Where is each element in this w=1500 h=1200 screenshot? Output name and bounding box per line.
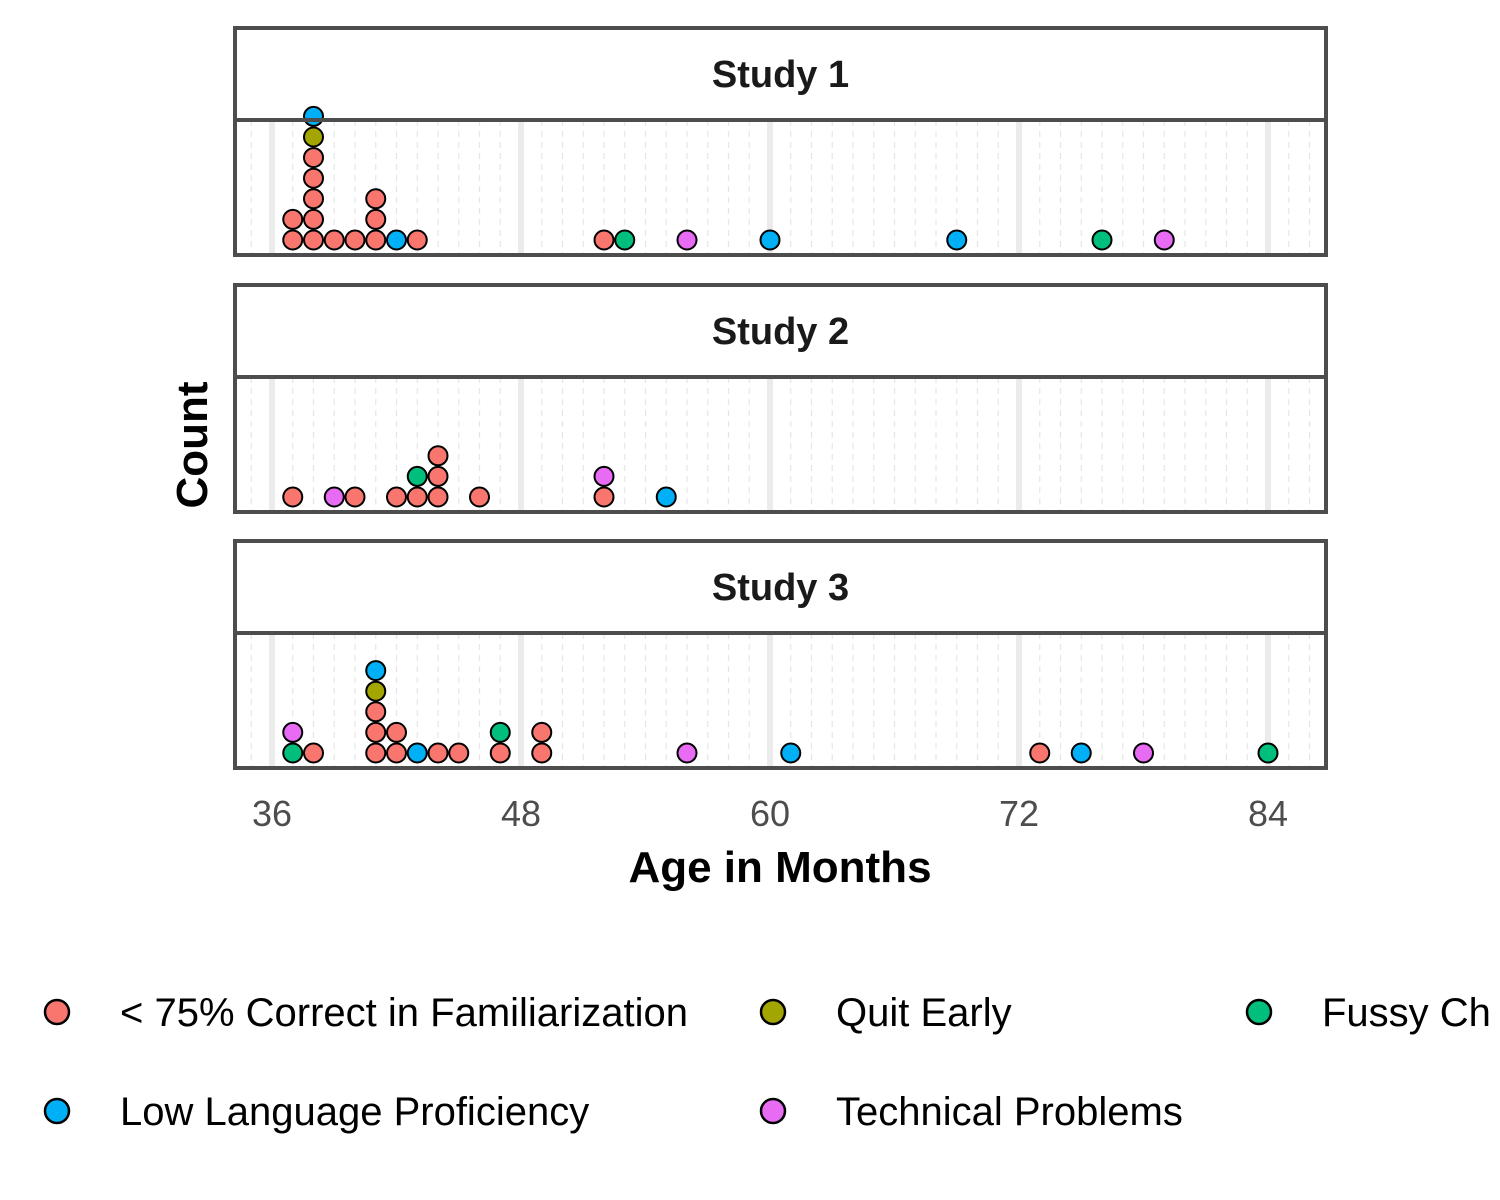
dot-point	[303, 188, 324, 210]
legend-key	[43, 998, 71, 1026]
dot-point	[303, 167, 324, 189]
dot-point	[1070, 742, 1092, 764]
x-axis: 36 48 60 72 84	[252, 793, 1288, 834]
legend-label: Low Language Proficiency	[120, 1090, 589, 1134]
dot-point	[344, 486, 366, 508]
facet-panel: Study 2	[233, 283, 1328, 514]
facet-strip-label: Study 2	[712, 311, 849, 353]
dot-point	[303, 126, 324, 148]
legend-key	[43, 1097, 71, 1125]
dot-point	[386, 486, 407, 508]
dot-point	[593, 465, 615, 487]
dot-point	[323, 486, 345, 508]
dot-point	[1153, 229, 1175, 251]
dot-point	[489, 721, 511, 743]
dot-point	[1029, 742, 1051, 764]
facet-panels: Study 1 Study 2 Study 3	[233, 26, 1328, 770]
facet-panel: Study 1	[233, 26, 1328, 257]
facet-panel: Study 3	[233, 539, 1328, 770]
dot-point	[780, 742, 802, 764]
dot-point	[427, 445, 449, 467]
dot-point	[531, 721, 553, 743]
dot-point	[406, 742, 428, 764]
dot-point	[303, 742, 324, 764]
dot-point	[386, 721, 407, 743]
dot-point	[386, 229, 407, 251]
dot-point	[1091, 229, 1113, 251]
dot-point	[655, 486, 677, 508]
dot-point	[593, 229, 615, 251]
legend-item: Technical Problems	[759, 1090, 1183, 1134]
dot-point	[759, 229, 781, 251]
panel-border	[233, 631, 1328, 770]
legend-item: < 75% Correct in Familiarization	[43, 991, 688, 1035]
legend-item: Fussy Ch	[1245, 991, 1491, 1035]
dot-point	[344, 229, 366, 251]
dot-point	[614, 229, 636, 251]
legend-item: Low Language Proficiency	[43, 1090, 589, 1134]
dot-point	[531, 742, 553, 764]
dot-point	[365, 680, 387, 702]
legend-key	[1245, 998, 1273, 1026]
legend-key	[759, 1097, 787, 1125]
dot-point	[365, 188, 387, 210]
x-axis-title: Age in Months	[628, 843, 931, 892]
dot-point	[282, 742, 304, 764]
dot-point	[365, 660, 387, 682]
panel-border	[233, 118, 1328, 257]
dot-point	[593, 486, 615, 508]
dot-point	[946, 229, 968, 251]
legend-label: Fussy Ch	[1322, 991, 1491, 1035]
x-tick-label: 60	[750, 793, 790, 834]
dot-point	[427, 742, 449, 764]
dot-point	[489, 742, 511, 764]
dot-point	[427, 486, 449, 508]
legend-label: Technical Problems	[836, 1090, 1183, 1134]
facet-strip-label: Study 1	[712, 54, 849, 96]
dot-point	[303, 147, 324, 169]
dot-point	[303, 105, 324, 127]
dot-point	[282, 229, 304, 251]
dot-point	[676, 742, 698, 764]
dot-point	[365, 229, 387, 251]
dot-point	[282, 208, 304, 230]
dot-point	[1257, 742, 1279, 764]
dot-point	[676, 229, 698, 251]
facet-strip	[233, 26, 1328, 122]
x-tick-label: 84	[1248, 793, 1288, 834]
dot-point	[365, 208, 387, 230]
dot-point	[448, 742, 470, 764]
dot-point	[427, 465, 449, 487]
legend-label: Quit Early	[836, 991, 1012, 1035]
legend-label: < 75% Correct in Familiarization	[120, 991, 688, 1035]
dot-point	[365, 721, 387, 743]
dot-point	[282, 721, 304, 743]
facet-strip-label: Study 3	[712, 567, 849, 609]
panel-border	[233, 375, 1328, 514]
dot-point	[386, 742, 407, 764]
dot-point	[303, 229, 324, 251]
dot-point	[406, 465, 428, 487]
x-tick-label: 36	[252, 793, 292, 834]
dot-point	[303, 208, 324, 230]
dot-point	[323, 229, 345, 251]
facet-strip	[233, 539, 1328, 635]
dot-point	[406, 229, 428, 251]
dot-point	[365, 701, 387, 723]
dot-point	[365, 742, 387, 764]
y-axis-title: Count	[168, 381, 217, 508]
legend-key	[759, 998, 787, 1026]
x-tick-label: 48	[501, 793, 541, 834]
legend-item: Quit Early	[759, 991, 1012, 1035]
x-tick-label: 72	[999, 793, 1039, 834]
dot-point	[469, 486, 490, 508]
legend: < 75% Correct in Familiarization Quit Ear…	[43, 991, 1491, 1134]
dot-point	[282, 486, 304, 508]
dot-point	[406, 486, 428, 508]
dot-point	[1133, 742, 1154, 764]
